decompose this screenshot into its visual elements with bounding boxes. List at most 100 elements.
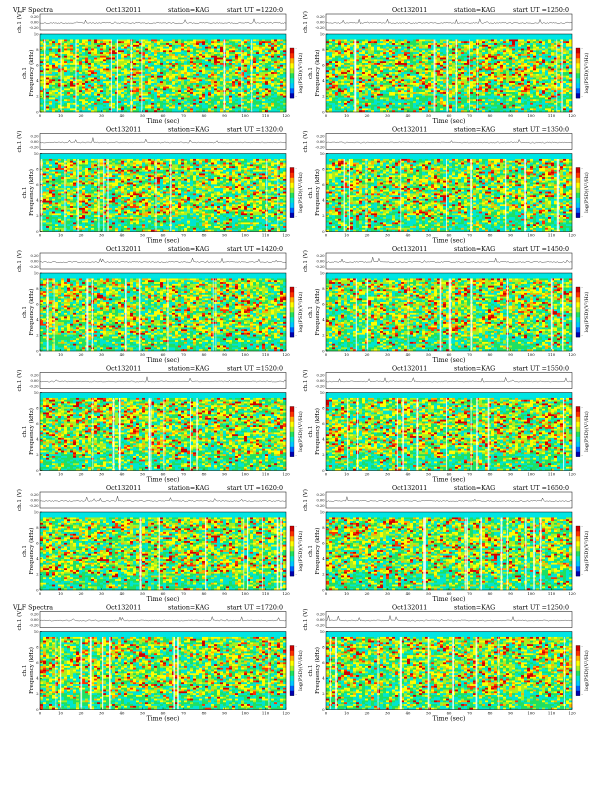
spectrogram-cell [106,97,110,100]
spectrogram-cell [449,46,453,49]
spectrogram-cell [401,41,405,44]
spectrogram-cell [55,92,59,95]
spectrogram-cell [100,50,104,53]
spectrogram-cell [566,39,570,42]
spectrogram-cell [193,55,197,58]
spectrogram-cell [434,53,438,56]
spectrogram-cell [94,73,98,76]
spectrogram-cell [335,63,339,66]
spectrogram-cell [428,73,432,76]
spectrogram-cell [530,66,534,69]
spectrogram-cell [274,44,278,47]
spectrogram-cell [58,99,62,102]
spectrogram-cell [470,70,474,73]
spectrogram-cell [64,50,68,53]
spectrogram-cell [359,39,363,42]
spectrogram-cell [199,92,203,95]
spectrogram-cell [196,68,200,71]
spectrogram-cell [196,48,200,51]
spectrogram-cell [118,46,122,49]
spectrogram-cell [232,63,236,66]
spectrogram-cell [190,104,194,107]
spectrogram-cell [70,73,74,76]
spectrogram-cell [121,108,125,111]
spectrogram-cell [70,39,74,42]
spectrogram-cell [277,70,281,73]
spectrogram-cell [184,95,188,98]
spectrogram-cell [554,43,558,46]
spectrogram-cell [184,57,188,60]
waveform-tick-label: 0.00 [316,20,325,24]
spectrogram-cell [283,106,287,109]
spectrogram-cell [268,48,272,51]
spectrogram-cell [518,46,522,49]
spectrogram-cell [58,102,62,105]
spectrogram-cell [70,68,74,71]
spectrogram-cell [178,52,182,55]
spectrogram-cell [365,46,369,49]
spectrogram-cell [569,43,573,46]
spectrogram-cell [115,70,119,73]
spectrogram-cell [566,53,570,56]
spectrogram-cell [271,61,275,64]
spectrogram-cell [91,93,95,96]
spectrogram-cell [398,70,402,73]
spectrogram-cell [217,43,221,46]
spectrogram-cell [241,88,245,91]
spectrogram-cell [163,93,167,96]
spectrogram-cell [217,39,221,42]
spectrogram-cell [157,63,161,66]
spectrogram-cell [241,70,245,73]
spectrogram-cell [100,104,104,107]
spectrogram-cell [142,95,146,98]
spectrogram-cell [404,53,408,56]
spectrogram-cell [151,70,155,73]
spectrogram-cell [40,106,44,109]
spectrogram-cell [217,46,221,49]
spectrogram-cell [73,88,77,91]
spectrogram-cell [112,43,116,46]
spectrogram-cell [404,50,408,53]
spectrogram-cell [350,73,354,76]
spectrogram-cell [229,48,233,51]
spectrogram-cell [91,110,95,113]
spectrogram-cell [530,70,534,73]
spectrogram-cell [85,99,89,102]
spectrogram-cell [124,84,128,87]
spectrogram-cell [386,63,390,66]
spectrogram-cell [58,57,62,60]
spectrogram-cell [67,93,71,96]
spectrogram-cell [226,63,230,66]
spectrogram-cell [557,53,561,56]
spectrogram-cell [274,68,278,71]
spectrogram-cell [554,48,558,51]
spectrogram-cell [103,75,107,78]
spectrogram-cell [142,93,146,96]
spectrogram-cell [253,84,257,87]
spectrogram-cell [208,55,212,58]
spectrogram-cell [536,41,540,44]
spectrogram-cell [148,46,152,49]
y-tick-label: 2 [36,95,38,99]
spectrogram-cell [235,59,239,62]
spectrogram-cell [256,46,260,49]
spectrogram-cell [256,73,260,76]
spectrogram-cell [533,64,537,67]
spectrogram-cell [112,55,116,58]
spectrogram-cell [268,43,272,46]
spectrogram-cell [398,57,402,60]
spectrogram-cell [118,55,122,58]
spectrogram-cell [377,52,381,55]
spectrogram-cell [217,68,221,71]
panel-start-time: start UT =1250:0 [513,7,569,14]
spectrogram-cell [383,59,387,62]
spectrogram-cell [82,57,86,60]
spectrogram-gap [141,39,143,112]
spectrogram-cell [151,93,155,96]
spectrogram-cell [136,88,140,91]
spectrogram-cell [193,59,197,62]
spectrogram-cell [515,66,519,69]
spectrogram-cell [247,92,251,95]
spectrogram-cell [274,82,278,85]
spectrogram-cell [154,66,158,69]
